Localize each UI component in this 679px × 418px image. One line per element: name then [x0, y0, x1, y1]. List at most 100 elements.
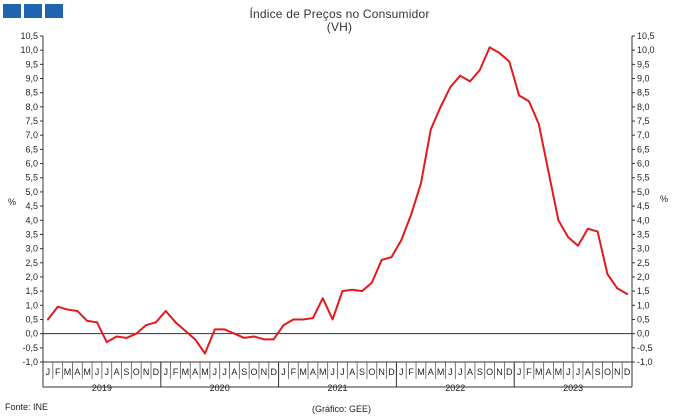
- month-label: M: [319, 367, 327, 377]
- month-label: M: [417, 367, 425, 377]
- data-point: [626, 293, 628, 295]
- data-point: [439, 105, 442, 108]
- month-label: D: [506, 367, 513, 377]
- y-tick-label-left: 5,0: [25, 187, 38, 197]
- month-label: F: [291, 367, 297, 377]
- y-tick-label-left: 0,0: [25, 329, 38, 339]
- data-point: [331, 318, 334, 321]
- y-tick-label-left: 2,5: [25, 258, 38, 268]
- data-point: [616, 287, 619, 290]
- data-point: [420, 182, 422, 185]
- y-tick-label-left: 0,5: [25, 314, 38, 324]
- y-tick-label-right: -0,5: [637, 343, 653, 353]
- data-point: [66, 308, 69, 311]
- y-tick-label-right: 2,5: [637, 258, 650, 268]
- month-label: J: [576, 367, 581, 377]
- month-label: S: [123, 367, 129, 377]
- data-point: [370, 281, 373, 284]
- y-tick-label-right: 3,0: [637, 244, 650, 254]
- month-label: A: [428, 367, 434, 377]
- data-point: [449, 86, 452, 88]
- month-label: S: [241, 367, 247, 377]
- y-tick-label-left: 10,5: [20, 31, 38, 41]
- data-point: [213, 328, 216, 331]
- data-point: [56, 305, 59, 308]
- month-label: O: [133, 367, 140, 377]
- month-label: F: [55, 367, 61, 377]
- month-label: N: [378, 367, 385, 377]
- month-label: M: [83, 367, 91, 377]
- month-label: M: [182, 367, 190, 377]
- chart-axes: [42, 36, 633, 388]
- month-label: J: [105, 367, 110, 377]
- month-label: O: [486, 367, 493, 377]
- data-point: [125, 337, 128, 339]
- month-label: J: [566, 367, 571, 377]
- data-point: [508, 60, 511, 63]
- y-tick-label-right: 9,0: [637, 74, 650, 84]
- month-label: F: [526, 367, 532, 377]
- y-tick-label-left: 7,5: [25, 116, 38, 126]
- month-label: A: [114, 367, 120, 377]
- data-point: [96, 321, 98, 324]
- y-tick-label-left: 8,5: [25, 88, 38, 98]
- y-tick-label-left: 3,0: [25, 244, 38, 254]
- y-tick-label-left: 8,0: [25, 102, 38, 112]
- data-point: [547, 171, 550, 173]
- y-tick-label-right: 8,5: [637, 88, 650, 98]
- data-point: [184, 329, 187, 332]
- data-point: [488, 46, 491, 49]
- y-tick-label-right: 9,5: [637, 59, 650, 69]
- month-label: M: [555, 367, 563, 377]
- year-label: 2019: [92, 383, 112, 393]
- month-label: J: [222, 367, 227, 377]
- y-tick-label-left: 3,5: [25, 229, 38, 239]
- data-point: [115, 335, 118, 338]
- ipc-series-line: [46, 46, 629, 355]
- y-tick-label-right: 1,0: [637, 300, 650, 310]
- y-tick-label-left: 4,5: [25, 201, 38, 211]
- y-tick-label-left: -0,5: [22, 343, 38, 353]
- x-axis-year-labels: 2019 2020 2021 2022 2023: [42, 362, 633, 393]
- data-point: [272, 338, 275, 341]
- month-label: M: [299, 367, 307, 377]
- data-point: [204, 352, 206, 355]
- data-point: [469, 80, 471, 83]
- chart-subtitle: (VH): [326, 20, 353, 34]
- data-point: [135, 332, 138, 335]
- data-point: [586, 227, 589, 230]
- data-point: [164, 310, 167, 312]
- month-label: D: [270, 367, 277, 377]
- month-label: J: [46, 367, 51, 377]
- y-tick-label-right: 8,0: [637, 102, 650, 112]
- y-tick-label-left: 7,0: [25, 130, 38, 140]
- data-point: [76, 310, 79, 312]
- data-point: [341, 290, 344, 293]
- data-point: [537, 122, 540, 125]
- month-label: J: [458, 367, 463, 377]
- month-label: O: [604, 367, 611, 377]
- month-label: M: [201, 367, 209, 377]
- y-tick-label-right: 5,5: [637, 173, 650, 183]
- logo-block-1: [3, 4, 21, 18]
- data-point: [145, 324, 147, 327]
- month-label: S: [359, 367, 365, 377]
- y-tick-label-left: 9,0: [25, 74, 38, 84]
- y-tick-label-right: 4,0: [637, 215, 650, 225]
- y-axis-label-left: %: [8, 197, 16, 207]
- month-label: N: [496, 367, 503, 377]
- year-label: 2021: [327, 383, 347, 393]
- y-tick-label-left: 6,5: [25, 144, 38, 154]
- month-label: S: [477, 367, 483, 377]
- y-tick-label-left: 9,5: [25, 59, 38, 69]
- data-point: [577, 244, 579, 247]
- data-point: [194, 338, 197, 341]
- month-label: A: [467, 367, 473, 377]
- month-label: F: [408, 367, 414, 377]
- data-point: [302, 318, 305, 321]
- month-label: J: [95, 367, 100, 377]
- y-axis-label-right: %: [660, 194, 668, 204]
- data-point: [410, 213, 413, 216]
- year-label: 2022: [445, 383, 465, 393]
